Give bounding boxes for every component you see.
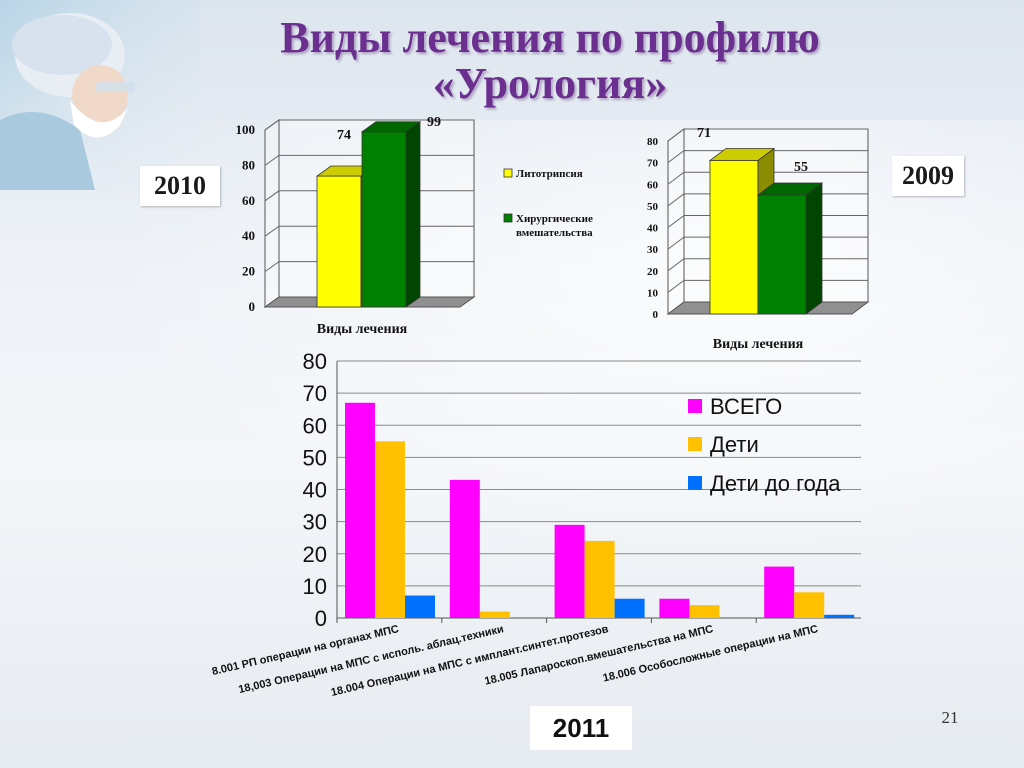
y-tick-label: 20 [242, 264, 255, 279]
y-tick-label: 0 [249, 299, 256, 314]
bar-top [708, 148, 776, 161]
y-tick-label: 60 [242, 193, 255, 208]
bar [345, 402, 375, 618]
y-tick-label: 20 [303, 542, 327, 567]
y-tick-label: 80 [647, 136, 659, 148]
bar [824, 614, 855, 618]
data-label: 71 [697, 126, 711, 141]
data-label: 99 [427, 115, 441, 130]
bar [554, 524, 585, 618]
x-axis-label: Виды лечения [317, 322, 408, 337]
y-tick-label: 30 [647, 244, 659, 256]
year-label-2010: 2010 [140, 166, 220, 206]
legend-label: Хирургические [516, 213, 593, 225]
gridline [667, 128, 868, 142]
gridline [667, 171, 868, 185]
bar-front [361, 131, 407, 308]
bar [614, 598, 645, 618]
bar [375, 441, 405, 618]
y-tick-label: 100 [236, 122, 256, 137]
y-tick-label: 0 [315, 606, 327, 631]
bar [405, 595, 435, 618]
y-tick-label: 0 [653, 309, 659, 321]
y-tick-label: 10 [303, 574, 327, 599]
bar-front [709, 160, 759, 315]
y-tick-label: 40 [242, 228, 255, 243]
legend-label: Литотрипсия [516, 168, 583, 180]
y-tick-label: 80 [242, 157, 255, 172]
bar [764, 566, 795, 618]
y-tick-label: 70 [303, 381, 327, 406]
bar [659, 598, 690, 618]
x-axis-label: Виды лечения [713, 337, 804, 352]
legend-swatch [688, 476, 702, 490]
bar-top [756, 182, 824, 196]
y-tick-label: 40 [303, 478, 327, 503]
legend-swatch [688, 437, 702, 451]
bar [794, 592, 825, 618]
legend-label: вмешательства [516, 227, 593, 239]
bar [479, 611, 510, 618]
bar-front [316, 175, 362, 308]
bar [584, 540, 615, 618]
y-tick-label: 50 [303, 445, 327, 470]
legend-swatch [503, 168, 513, 178]
data-label: 74 [337, 128, 351, 143]
slide-title-line2: «Урология» [432, 59, 668, 108]
y-tick-label: 10 [647, 287, 659, 299]
bar-top [360, 121, 422, 133]
bar [689, 605, 720, 618]
legend-label: Дети [710, 432, 759, 457]
page-number: 21 [941, 708, 959, 727]
surgeon-photo [0, 0, 200, 190]
y-tick-label: 50 [647, 201, 659, 213]
y-tick-label: 70 [647, 158, 659, 170]
y-tick-label: 20 [647, 266, 659, 278]
gridline [667, 150, 868, 164]
gridline [264, 119, 474, 131]
y-tick-label: 60 [647, 179, 659, 191]
y-tick-label: 80 [303, 349, 327, 374]
y-tick-label: 40 [647, 223, 659, 235]
data-label: 55 [794, 160, 808, 175]
year-label-2009: 2009 [892, 156, 964, 196]
slide-title-line1: Виды лечения по профилю [280, 13, 820, 62]
legend-label: Дети до года [710, 471, 841, 496]
bar [449, 479, 480, 618]
y-tick-label: 30 [303, 510, 327, 535]
legend-swatch [688, 399, 702, 413]
legend-swatch [503, 213, 513, 223]
y-tick-label: 60 [303, 413, 327, 438]
year-label-2011: 2011 [530, 706, 632, 750]
legend-label: ВСЕГО [710, 394, 782, 419]
